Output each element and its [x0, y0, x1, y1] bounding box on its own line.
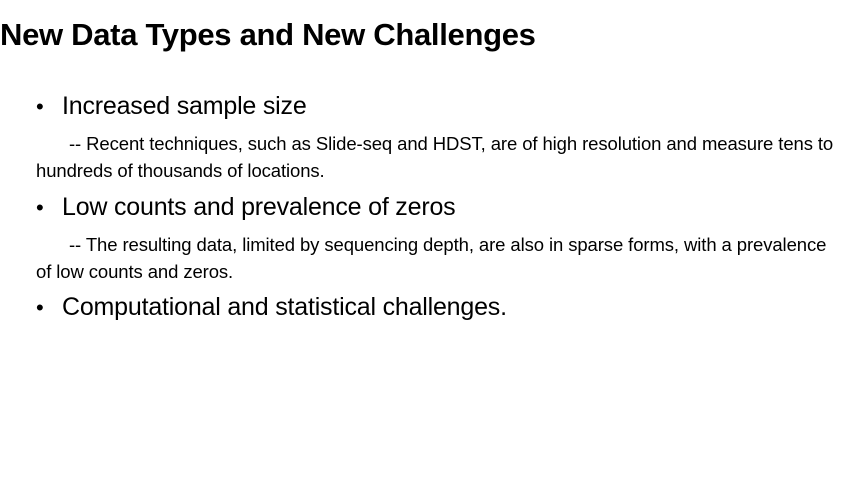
bullet-icon: • — [36, 195, 44, 220]
bullet-item-challenges: • Computational and statistical challeng… — [36, 293, 507, 322]
bullet-heading: Computational and statistical challenges… — [62, 293, 507, 321]
bullet-heading: Low counts and prevalence of zeros — [62, 193, 456, 221]
bullet-item-sample-size: • Increased sample size — [36, 92, 307, 121]
bullet-item-low-counts: • Low counts and prevalence of zeros — [36, 193, 456, 222]
bullet-detail: -- The resulting data, limited by sequen… — [36, 234, 827, 282]
bullet-heading: Increased sample size — [62, 92, 307, 120]
bullet-icon: • — [36, 94, 44, 119]
bullet-detail: -- Recent techniques, such as Slide-seq … — [36, 133, 834, 181]
slide-title: New Data Types and New Challenges — [0, 17, 536, 52]
bullet-icon: • — [36, 295, 44, 320]
